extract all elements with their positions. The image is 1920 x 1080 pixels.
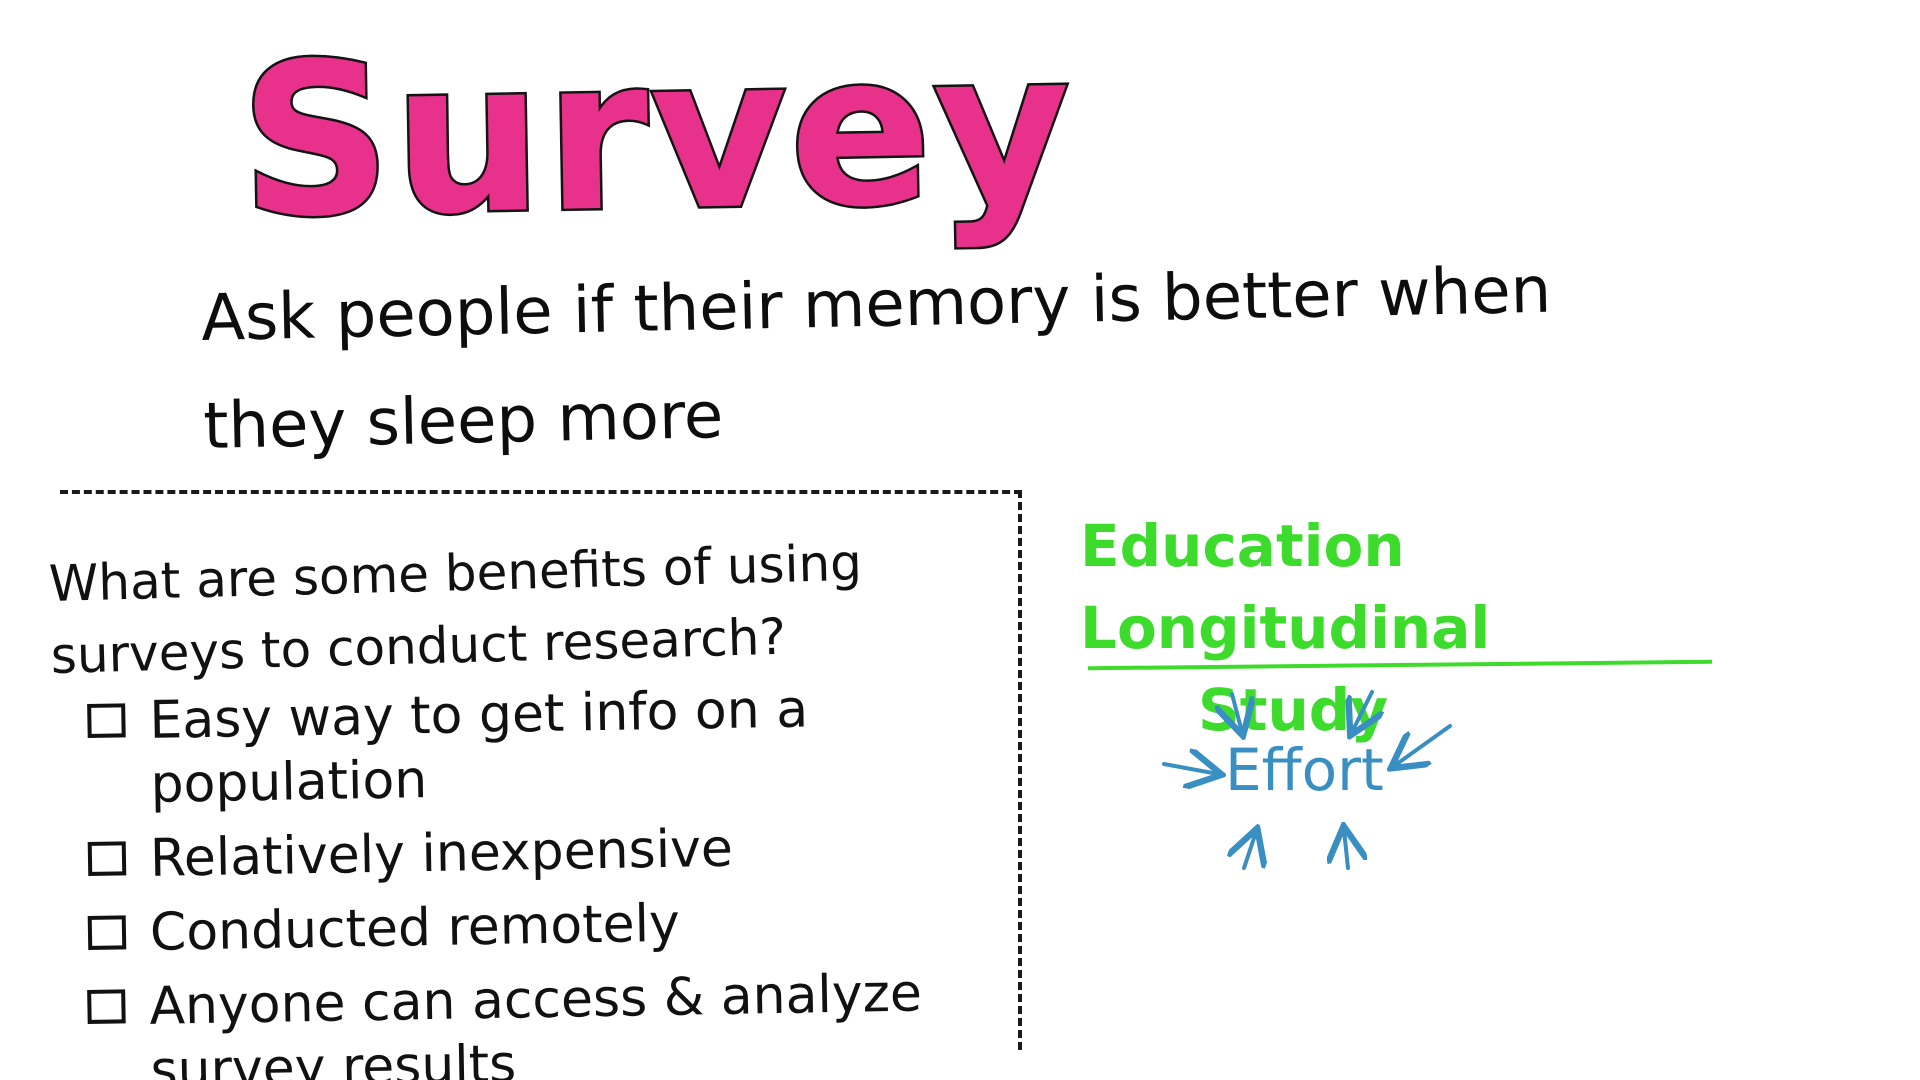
- benefit-label: Conducted remotely: [149, 893, 681, 963]
- study-heading-line1: Education Longitudinal: [1080, 512, 1491, 662]
- arrow-top-right-icon: [1352, 690, 1372, 732]
- list-item: Easy way to get info on a population: [87, 674, 1029, 818]
- concept-label: Effort: [1225, 736, 1384, 804]
- arrow-top-left-icon: [1232, 692, 1242, 732]
- list-item: Relatively inexpensive: [87, 812, 1028, 892]
- checkbox-icon: [87, 989, 126, 1025]
- list-item: Anyone can access & analyze survey resul…: [87, 960, 1029, 1080]
- benefit-label: Easy way to get info on a population: [148, 679, 809, 815]
- benefit-label: Relatively inexpensive: [149, 818, 734, 889]
- list-item: Conducted remotely: [87, 886, 1028, 966]
- arrow-right-icon: [1394, 724, 1452, 766]
- benefit-list: Easy way to get info on a population Rel…: [87, 679, 1029, 1080]
- checkbox-icon: [87, 841, 127, 876]
- slide-subtitle: Ask people if their memory is better whe…: [200, 253, 1552, 464]
- slide-title: Survey: [235, 2, 1077, 266]
- study-heading: Education Longitudinal Study: [1080, 505, 1720, 751]
- benefit-label: Anyone can access & analyze survey resul…: [148, 963, 923, 1080]
- arrow-bottom-right-icon: [1344, 830, 1348, 870]
- concept-arrows: [1162, 690, 1452, 870]
- arrow-left-icon: [1162, 764, 1218, 774]
- question-prompt: What are some benefits of using surveys …: [48, 533, 863, 685]
- checkbox-icon: [87, 703, 126, 739]
- arrow-bottom-left-icon: [1244, 832, 1256, 870]
- question-panel: [60, 490, 1022, 1050]
- checkbox-icon: [87, 915, 127, 950]
